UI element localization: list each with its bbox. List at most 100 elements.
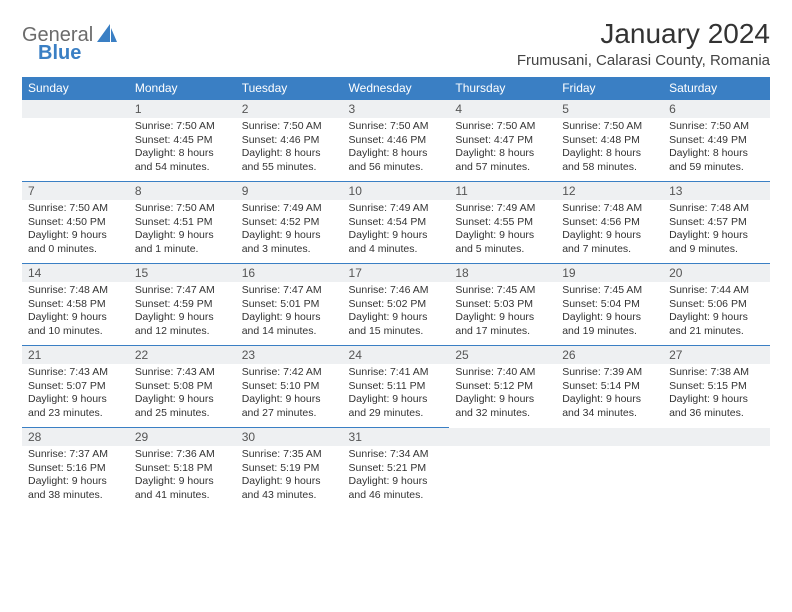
day-line: Sunset: 5:14 PM [562,380,657,394]
location: Frumusani, Calarasi County, Romania [517,52,770,69]
day-line: Daylight: 9 hours [455,393,550,407]
day-line: Sunrise: 7:50 AM [242,120,337,134]
day-line: Sunrise: 7:41 AM [349,366,444,380]
day-content: Sunrise: 7:40 AMSunset: 5:12 PMDaylight:… [449,364,556,427]
day-line: Daylight: 9 hours [28,229,123,243]
day-line: Sunrise: 7:50 AM [135,120,230,134]
sail-icon [97,24,117,47]
day-line: Sunset: 5:19 PM [242,462,337,476]
day-number: 8 [129,182,236,200]
day-line: and 41 minutes. [135,489,230,503]
week-row: 21Sunrise: 7:43 AMSunset: 5:07 PMDayligh… [22,346,770,428]
week-row: 28Sunrise: 7:37 AMSunset: 5:16 PMDayligh… [22,428,770,510]
day-line: Sunrise: 7:43 AM [28,366,123,380]
day-line: Sunset: 5:02 PM [349,298,444,312]
month-title: January 2024 [517,18,770,50]
day-number: 19 [556,264,663,282]
day-number: 6 [663,100,770,118]
day-line: Daylight: 9 hours [135,311,230,325]
day-line: Sunset: 4:57 PM [669,216,764,230]
day-number: 11 [449,182,556,200]
day-number: 22 [129,346,236,364]
day-number: 13 [663,182,770,200]
day-content: Sunrise: 7:50 AMSunset: 4:50 PMDaylight:… [22,200,129,263]
day-line: Sunrise: 7:48 AM [562,202,657,216]
day-line: and 36 minutes. [669,407,764,421]
day-line: Daylight: 9 hours [455,229,550,243]
day-line: Sunrise: 7:44 AM [669,284,764,298]
day-line: Sunset: 4:55 PM [455,216,550,230]
day-line: Daylight: 9 hours [135,393,230,407]
day-cell: 15Sunrise: 7:47 AMSunset: 4:59 PMDayligh… [129,264,236,346]
day-content: Sunrise: 7:48 AMSunset: 4:58 PMDaylight:… [22,282,129,345]
day-line: Sunrise: 7:40 AM [455,366,550,380]
day-cell: 18Sunrise: 7:45 AMSunset: 5:03 PMDayligh… [449,264,556,346]
day-line: and 15 minutes. [349,325,444,339]
col-wednesday: Wednesday [343,77,450,100]
day-line: and 12 minutes. [135,325,230,339]
day-line: Sunrise: 7:50 AM [28,202,123,216]
day-line: Daylight: 8 hours [669,147,764,161]
day-number: 24 [343,346,450,364]
day-line: and 43 minutes. [242,489,337,503]
day-cell: 16Sunrise: 7:47 AMSunset: 5:01 PMDayligh… [236,264,343,346]
day-line: Sunrise: 7:49 AM [349,202,444,216]
day-number [449,428,556,446]
day-line: Daylight: 9 hours [242,229,337,243]
day-cell: 5Sunrise: 7:50 AMSunset: 4:48 PMDaylight… [556,100,663,182]
day-line: Sunrise: 7:45 AM [562,284,657,298]
day-line: and 14 minutes. [242,325,337,339]
day-cell [556,428,663,510]
day-cell: 13Sunrise: 7:48 AMSunset: 4:57 PMDayligh… [663,182,770,264]
day-line: Sunset: 5:16 PM [28,462,123,476]
title-block: January 2024 Frumusani, Calarasi County,… [517,18,770,69]
day-cell: 6Sunrise: 7:50 AMSunset: 4:49 PMDaylight… [663,100,770,182]
day-line: and 55 minutes. [242,161,337,175]
day-line: Sunset: 5:06 PM [669,298,764,312]
day-cell [663,428,770,510]
day-line: Sunset: 4:52 PM [242,216,337,230]
day-line: Daylight: 9 hours [242,311,337,325]
day-line: Sunrise: 7:50 AM [669,120,764,134]
day-line: Daylight: 8 hours [349,147,444,161]
day-content [663,446,770,454]
day-cell: 14Sunrise: 7:48 AMSunset: 4:58 PMDayligh… [22,264,129,346]
day-line: Sunrise: 7:42 AM [242,366,337,380]
day-content: Sunrise: 7:41 AMSunset: 5:11 PMDaylight:… [343,364,450,427]
day-cell: 1Sunrise: 7:50 AMSunset: 4:45 PMDaylight… [129,100,236,182]
day-line: Daylight: 9 hours [242,475,337,489]
day-line: Sunset: 4:47 PM [455,134,550,148]
day-line: Sunset: 5:10 PM [242,380,337,394]
day-line: Sunrise: 7:50 AM [455,120,550,134]
day-line: and 7 minutes. [562,243,657,257]
day-cell: 30Sunrise: 7:35 AMSunset: 5:19 PMDayligh… [236,428,343,510]
day-cell: 22Sunrise: 7:43 AMSunset: 5:08 PMDayligh… [129,346,236,428]
day-line: and 54 minutes. [135,161,230,175]
day-line: Sunset: 5:11 PM [349,380,444,394]
day-number: 29 [129,428,236,446]
day-line: and 58 minutes. [562,161,657,175]
day-line: Sunset: 5:04 PM [562,298,657,312]
day-line: Sunset: 4:45 PM [135,134,230,148]
day-number: 2 [236,100,343,118]
day-line: Daylight: 9 hours [562,311,657,325]
day-content: Sunrise: 7:35 AMSunset: 5:19 PMDaylight:… [236,446,343,509]
day-content: Sunrise: 7:47 AMSunset: 5:01 PMDaylight:… [236,282,343,345]
day-line: Daylight: 9 hours [242,393,337,407]
day-line: Sunrise: 7:47 AM [135,284,230,298]
day-line: and 10 minutes. [28,325,123,339]
day-line: Sunrise: 7:38 AM [669,366,764,380]
day-content: Sunrise: 7:36 AMSunset: 5:18 PMDaylight:… [129,446,236,509]
day-line: and 4 minutes. [349,243,444,257]
day-line: Daylight: 8 hours [455,147,550,161]
day-number: 18 [449,264,556,282]
day-line: Sunset: 4:54 PM [349,216,444,230]
day-cell: 11Sunrise: 7:49 AMSunset: 4:55 PMDayligh… [449,182,556,264]
day-number: 7 [22,182,129,200]
col-sunday: Sunday [22,77,129,100]
day-line: Daylight: 9 hours [349,311,444,325]
day-line: Sunrise: 7:37 AM [28,448,123,462]
day-line: Daylight: 9 hours [349,393,444,407]
day-cell: 28Sunrise: 7:37 AMSunset: 5:16 PMDayligh… [22,428,129,510]
day-line: Sunset: 4:46 PM [242,134,337,148]
